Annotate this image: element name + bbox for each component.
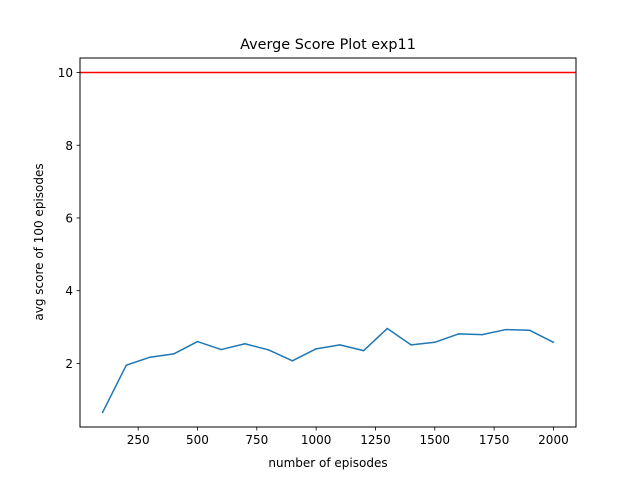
y-tick-label: 8 bbox=[65, 139, 73, 153]
data-point bbox=[220, 348, 222, 351]
data-point bbox=[125, 364, 128, 366]
data-point bbox=[101, 411, 104, 414]
data-point bbox=[149, 356, 151, 358]
y-axis-label: avg score of 100 episodes bbox=[32, 163, 46, 320]
x-tick-label: 1500 bbox=[420, 433, 451, 447]
x-axis-label: number of episodes bbox=[268, 456, 387, 470]
y-tick-label: 4 bbox=[65, 284, 73, 298]
data-point bbox=[552, 341, 555, 344]
y-axis: 2 4 6 8 10 bbox=[58, 66, 80, 371]
y-tick-label: 2 bbox=[65, 357, 73, 371]
data-point bbox=[457, 333, 460, 335]
x-tick-label: 500 bbox=[186, 433, 209, 447]
data-point bbox=[505, 328, 507, 331]
data-point bbox=[434, 341, 436, 344]
x-tick-label: 250 bbox=[127, 433, 150, 447]
data-point bbox=[481, 333, 484, 336]
data-point bbox=[362, 349, 365, 352]
y-tick-label: 6 bbox=[65, 211, 73, 225]
x-axis: 250 500 750 1000 1250 1500 1750 2000 bbox=[127, 427, 569, 447]
series-line bbox=[101, 327, 554, 413]
data-point bbox=[244, 342, 246, 345]
data-point bbox=[291, 360, 294, 362]
data-point bbox=[410, 344, 412, 346]
data-point bbox=[172, 353, 175, 355]
plot-frame bbox=[79, 57, 577, 428]
x-tick-label: 1000 bbox=[301, 433, 332, 447]
data-point bbox=[386, 327, 389, 330]
data-point bbox=[315, 348, 317, 350]
data-point bbox=[196, 340, 199, 343]
y-tick-label: 10 bbox=[58, 66, 73, 80]
data-point bbox=[339, 344, 341, 346]
data-point bbox=[267, 349, 270, 351]
plot-area bbox=[80, 71, 576, 414]
x-tick-label: 2000 bbox=[538, 433, 569, 447]
chart-title: Averge Score Plot exp11 bbox=[240, 37, 416, 53]
x-tick-label: 1250 bbox=[360, 433, 391, 447]
x-tick-label: 750 bbox=[245, 433, 268, 447]
x-tick-label: 1750 bbox=[479, 433, 510, 447]
data-point bbox=[528, 329, 531, 332]
